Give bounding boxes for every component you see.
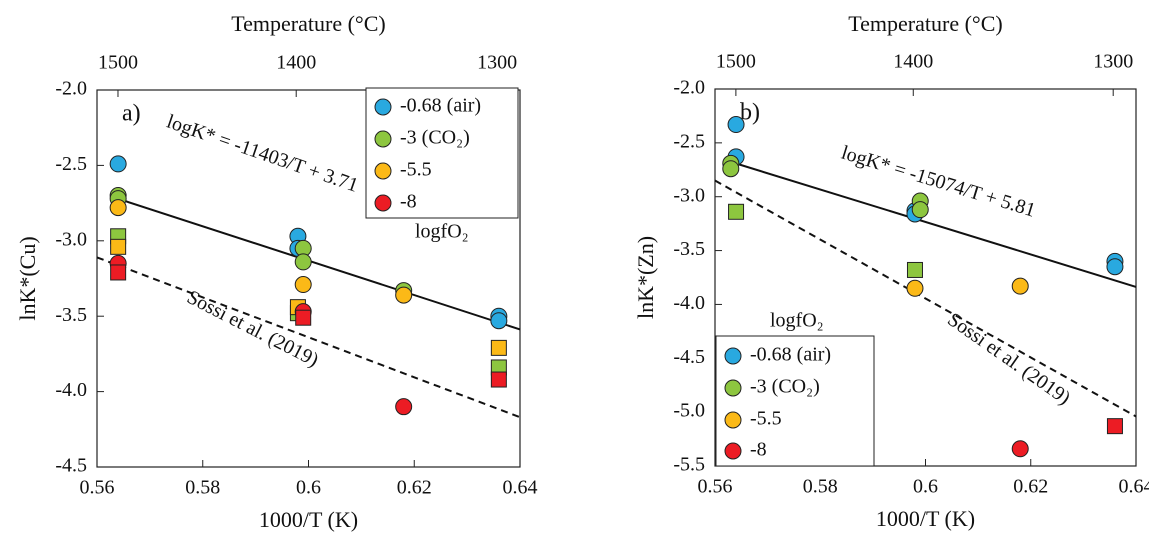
- x-tick-label: 0.6: [296, 477, 321, 499]
- circle-point: [1106, 258, 1124, 276]
- x2-axis-title: Temperature (°C): [848, 11, 1002, 36]
- y-tick-label: -4.5: [55, 455, 87, 477]
- legend-label: -0.68 (air): [750, 344, 831, 366]
- x2-tick-label: 1400: [893, 51, 933, 73]
- circle-point: [1011, 277, 1029, 295]
- x2-tick-label: 1500: [716, 51, 756, 73]
- legend-label: -8: [750, 439, 767, 461]
- x-tick-label: 0.58: [803, 476, 838, 498]
- square-point: [110, 264, 127, 281]
- square-point: [728, 203, 745, 220]
- legend-label: -5.5: [400, 159, 432, 181]
- square-point: [110, 238, 127, 255]
- legend-marker: [374, 98, 392, 116]
- circle-point: [109, 199, 127, 217]
- x-axis-title: 1000/T (K): [876, 506, 975, 531]
- legend-label: -8: [400, 191, 417, 213]
- legend-marker: [724, 411, 742, 429]
- y-tick-label: -5.5: [673, 454, 705, 476]
- x-tick-label: 0.64: [503, 477, 538, 499]
- circle-point: [395, 398, 413, 416]
- x2-tick-label: 1300: [477, 52, 517, 74]
- y-tick-label: -4.0: [673, 292, 705, 314]
- circle-point: [294, 276, 312, 294]
- x2-tick-label: 1400: [276, 52, 316, 74]
- legend-title: logfO₂: [770, 310, 824, 332]
- y-tick-label: -4.5: [673, 346, 705, 368]
- legend-label: -3 (CO₂): [750, 376, 820, 398]
- y-tick-label: -3.0: [55, 228, 87, 250]
- y-axis-title: lnK*(Zn): [633, 236, 658, 319]
- panel-label: b): [740, 100, 760, 126]
- square-point: [490, 339, 507, 356]
- panel-label: a): [122, 101, 141, 127]
- circle-point: [727, 116, 745, 134]
- legend-title: logfO₂: [415, 221, 469, 243]
- x2-tick-label: 1500: [98, 52, 138, 74]
- x-tick-label: 0.6: [913, 476, 938, 498]
- x-tick-label: 0.62: [1013, 476, 1048, 498]
- y-tick-label: -5.0: [673, 400, 705, 422]
- fit-line: [730, 160, 1137, 288]
- square-point: [906, 261, 923, 278]
- x-tick-label: 0.58: [185, 477, 220, 499]
- legend-box: [365, 87, 519, 219]
- reference-label: Sossi et al. (2019): [183, 286, 322, 371]
- circle-point: [109, 155, 127, 173]
- x-tick-label: 0.64: [1119, 476, 1149, 498]
- circle-point: [294, 253, 312, 271]
- y-tick-label: -3.5: [55, 304, 87, 326]
- x2-axis-title: Temperature (°C): [231, 11, 385, 36]
- fit-label: logK* = -15074/T + 5.81: [839, 142, 1038, 222]
- fit-label: logK* = -11403/T + 3.71: [164, 111, 361, 197]
- legend-marker: [374, 194, 392, 212]
- reference-line: [96, 256, 521, 419]
- circle-point: [906, 279, 924, 297]
- reference-label: Sossi et al. (2019): [943, 308, 1074, 409]
- legend-label: -5.5: [750, 408, 782, 430]
- y-axis-title: lnK*(Cu): [15, 236, 40, 320]
- x-tick-label: 0.56: [698, 476, 733, 498]
- circle-point: [395, 286, 413, 304]
- y-tick-label: -4.0: [55, 379, 87, 401]
- legend-label: -3 (CO₂): [400, 127, 470, 149]
- square-point: [490, 371, 507, 388]
- circle-point: [911, 201, 929, 219]
- y-tick-label: -3.5: [673, 238, 705, 260]
- y-tick-label: -2.5: [55, 153, 87, 175]
- legend-label: -0.68 (air): [400, 95, 481, 117]
- legend-box: [715, 335, 875, 467]
- x-tick-label: 0.56: [80, 477, 115, 499]
- legend-marker: [374, 162, 392, 180]
- legend-marker: [724, 379, 742, 397]
- y-tick-label: -2.5: [673, 130, 705, 152]
- square-point: [295, 309, 312, 326]
- legend-marker: [724, 347, 742, 365]
- x-axis-title: 1000/T (K): [259, 507, 358, 532]
- x2-tick-label: 1300: [1093, 51, 1133, 73]
- y-tick-label: -2.0: [673, 77, 705, 99]
- fit-line: [117, 197, 521, 331]
- circle-point: [722, 160, 740, 178]
- y-tick-label: -2.0: [55, 78, 87, 100]
- circle-point: [1011, 440, 1029, 458]
- reference-line: [714, 179, 1137, 418]
- circle-point: [490, 312, 508, 330]
- x-tick-label: 0.62: [397, 477, 432, 499]
- y-tick-label: -3.0: [673, 184, 705, 206]
- legend-marker: [374, 130, 392, 148]
- square-point: [1106, 418, 1123, 435]
- legend-marker: [724, 442, 742, 460]
